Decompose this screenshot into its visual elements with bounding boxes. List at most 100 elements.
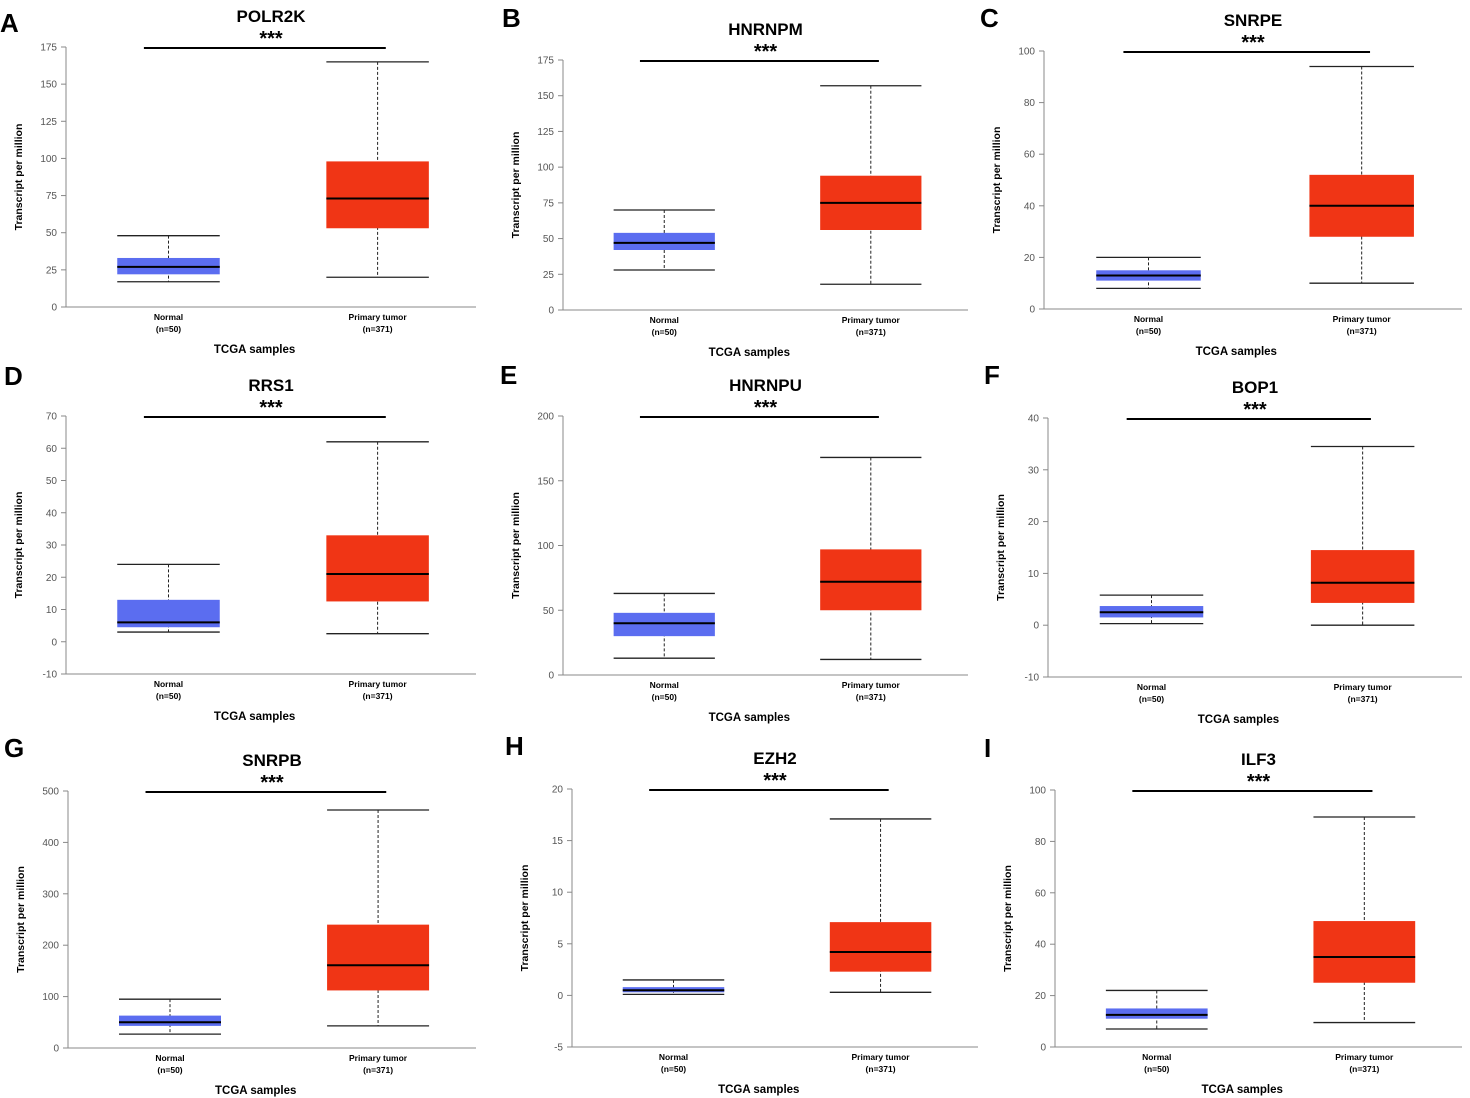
box-normal: [1096, 256, 1201, 290]
y-tick-label: 0: [548, 671, 554, 682]
panel-letter: H: [505, 731, 524, 761]
y-tick-label: 125: [537, 127, 554, 138]
y-tick-label: 400: [42, 838, 59, 849]
x-axis-title: TCGA samples: [718, 1084, 799, 1096]
panel-title: RRS1: [248, 376, 293, 395]
x-category-count: (n=50): [652, 692, 677, 702]
box-normal: [1105, 989, 1208, 1030]
panel-letter: C: [980, 3, 999, 33]
iqr-box: [1313, 921, 1416, 983]
x-category-label: Normal: [650, 315, 679, 325]
box-normal: [622, 979, 725, 996]
iqr-box: [327, 924, 430, 991]
y-axis-title: Transcript per million: [519, 865, 531, 972]
y-axis-title: Transcript per million: [15, 866, 27, 973]
x-category-label: Primary tumor: [349, 1053, 408, 1063]
x-category-label: Normal: [1137, 682, 1166, 692]
significance-stars: ***: [754, 41, 778, 63]
y-tick-label: 50: [46, 476, 58, 487]
y-tick-label: 60: [46, 444, 58, 455]
iqr-box: [119, 1015, 221, 1026]
y-tick-label: 40: [1035, 940, 1047, 951]
panel-g: G SNRPB *** 0 100 200 300 400 500 Transcript per …: [4, 733, 476, 1097]
y-tick-label: 30: [1028, 465, 1040, 476]
panel-a: A POLR2K *** 0 25 50 75 100 125 150 175 Transcript …: [0, 7, 476, 356]
x-axis-title: TCGA samples: [709, 712, 790, 724]
x-category-count: (n=50): [1139, 694, 1164, 704]
x-category-count: (n=371): [1349, 1064, 1379, 1074]
panel-d: D RRS1 *** -10 0 10 20 30 40 50 60 70 Transcript per…: [4, 361, 476, 723]
box-primary-tumor: [1310, 445, 1415, 626]
x-category-count: (n=371): [363, 324, 393, 334]
x-category-label: Normal: [1134, 314, 1163, 324]
iqr-box: [613, 232, 715, 250]
y-tick-label: 150: [40, 80, 57, 91]
y-tick-label: 100: [537, 541, 554, 552]
iqr-box: [1105, 1008, 1208, 1019]
x-axis-title: TCGA samples: [1196, 346, 1277, 358]
x-axis-title: TCGA samples: [215, 1085, 296, 1097]
panel-letter: G: [4, 733, 24, 763]
y-tick-label: 100: [1018, 47, 1035, 58]
y-axis-title: Transcript per million: [510, 492, 522, 599]
y-tick-label: 75: [46, 191, 58, 202]
iqr-box: [1310, 550, 1415, 603]
iqr-box: [326, 535, 429, 602]
y-tick-label: 175: [537, 56, 554, 67]
y-tick-label: 0: [557, 991, 563, 1002]
x-category-label: Primary tumor: [842, 680, 901, 690]
y-tick-label: 0: [1033, 621, 1039, 632]
panel-title: EZH2: [753, 749, 796, 768]
significance-stars: ***: [1247, 771, 1271, 793]
x-category-count: (n=371): [1347, 326, 1377, 336]
y-axis-title: Transcript per million: [13, 124, 25, 231]
iqr-box: [326, 161, 429, 229]
x-category-count: (n=50): [156, 691, 181, 701]
significance-stars: ***: [260, 772, 284, 794]
panel-title: HNRNPM: [728, 20, 803, 39]
y-tick-label: 10: [46, 605, 58, 616]
y-tick-label: 150: [537, 476, 554, 487]
y-tick-label: -5: [554, 1043, 563, 1054]
panel-title: BOP1: [1232, 378, 1278, 397]
panel-h: H EZH2 *** -5 0 5 10 15 20 Transcript per million…: [505, 731, 978, 1096]
y-tick-label: 75: [543, 198, 555, 209]
y-tick-label: 100: [1029, 786, 1046, 797]
significance-stars: ***: [259, 397, 283, 419]
x-category-label: Primary tumor: [852, 1052, 911, 1062]
x-category-label: Normal: [1142, 1052, 1171, 1062]
iqr-box: [820, 549, 922, 611]
y-tick-label: 0: [53, 1044, 59, 1055]
y-tick-label: -10: [43, 670, 58, 681]
y-tick-label: 175: [40, 43, 57, 54]
panel-letter: A: [0, 8, 19, 38]
box-normal: [117, 235, 220, 283]
box-primary-tumor: [326, 61, 429, 278]
y-tick-label: 40: [1024, 201, 1036, 212]
y-tick-label: 300: [42, 889, 59, 900]
x-category-count: (n=371): [363, 691, 393, 701]
x-axis-title: TCGA samples: [1202, 1084, 1283, 1096]
x-category-label: Normal: [155, 1053, 184, 1063]
x-category-count: (n=371): [856, 692, 886, 702]
y-tick-label: 20: [552, 785, 564, 796]
x-category-label: Primary tumor: [1333, 314, 1392, 324]
panel-title: SNRPE: [1224, 11, 1283, 30]
y-tick-label: 0: [51, 303, 57, 314]
x-axis-title: TCGA samples: [214, 711, 295, 723]
panel-letter: D: [4, 361, 23, 391]
y-tick-label: 100: [42, 992, 59, 1003]
x-category-count: (n=50): [156, 324, 181, 334]
y-tick-label: 25: [46, 265, 58, 276]
y-tick-label: 15: [552, 836, 564, 847]
y-tick-label: -10: [1025, 673, 1040, 684]
panel-title: HNRNPU: [729, 376, 802, 395]
y-tick-label: 500: [42, 787, 59, 798]
box-normal: [1099, 594, 1204, 625]
y-tick-label: 60: [1035, 888, 1047, 899]
y-tick-label: 40: [46, 508, 58, 519]
y-tick-label: 50: [543, 234, 555, 245]
y-tick-label: 40: [1028, 414, 1040, 425]
y-tick-label: 150: [537, 91, 554, 102]
